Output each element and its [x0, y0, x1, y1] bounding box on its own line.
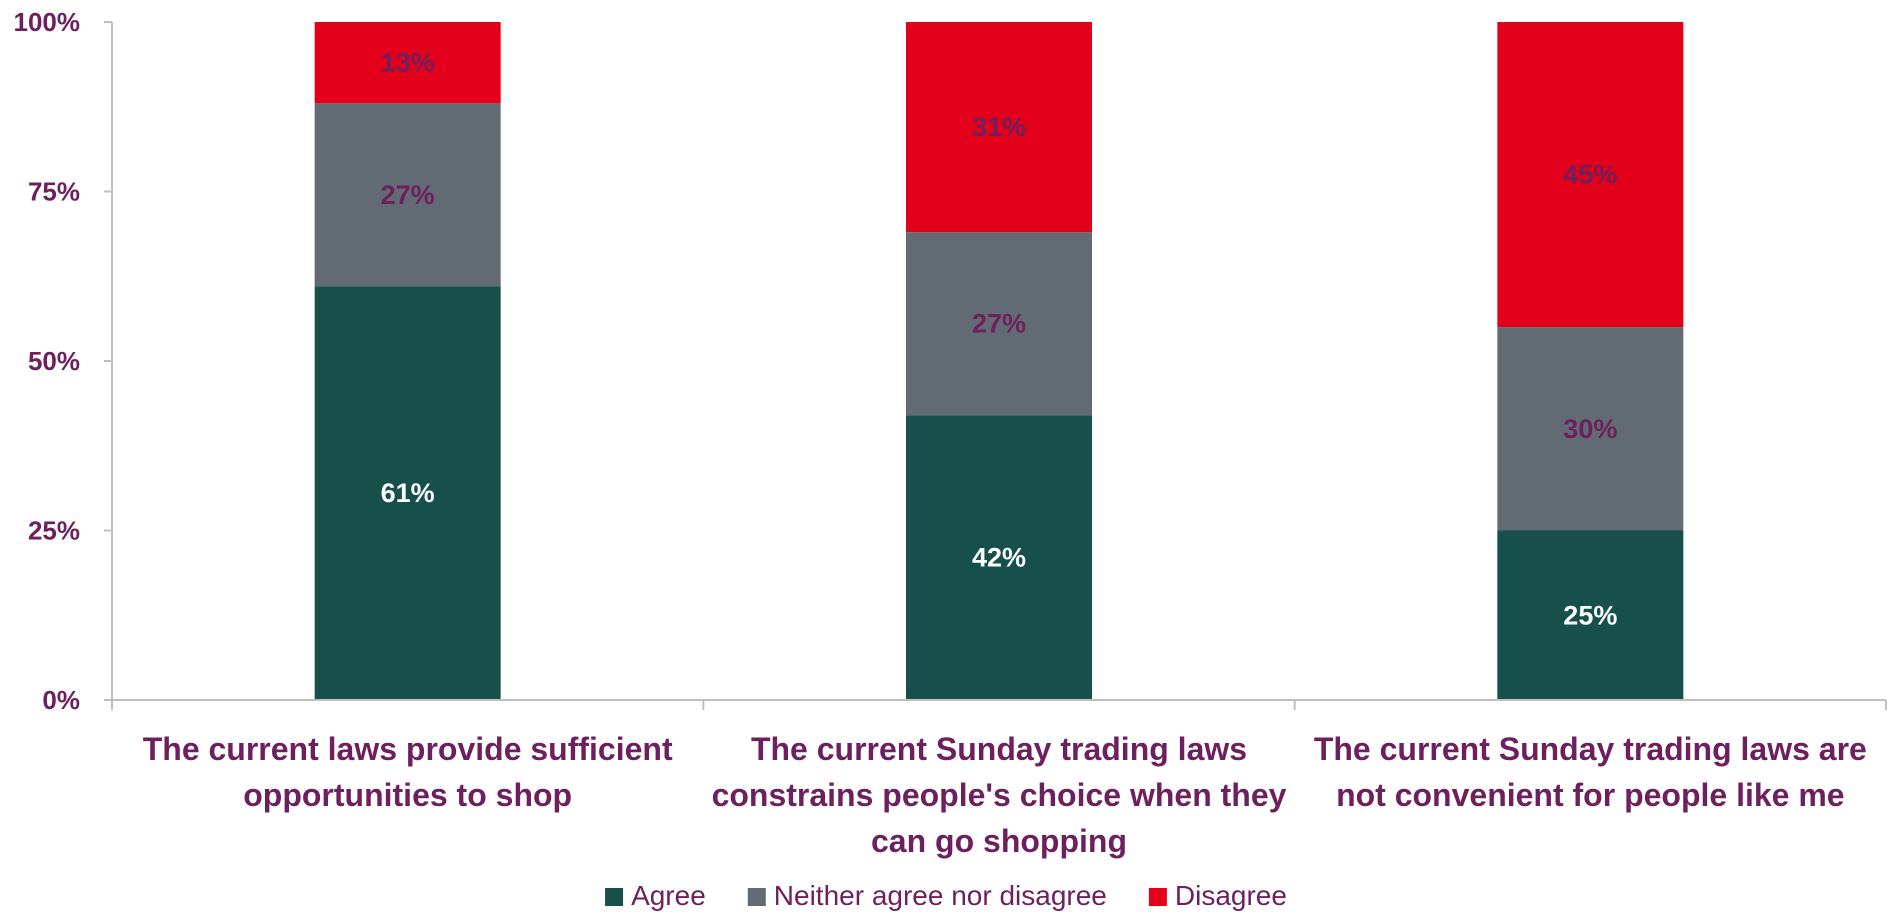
bar-disagree-3	[1497, 22, 1684, 328]
category-label: The current Sunday trading laws constrain…	[712, 731, 1287, 859]
legend-swatch	[605, 888, 624, 906]
data-label: 27%	[381, 180, 435, 210]
axes-layer: 0% 25% 50% 75% 100%	[14, 7, 1887, 715]
legend-label: Disagree	[1175, 880, 1287, 911]
legend-label: Neither agree nor disagree	[774, 880, 1107, 911]
y-tick-label: 50%	[28, 346, 80, 376]
bar-disagree-1	[314, 22, 501, 104]
legend-item-agree: Agree	[605, 880, 706, 911]
data-label: 31%	[972, 112, 1026, 142]
data-label: 42%	[972, 543, 1026, 573]
data-label: 30%	[1563, 414, 1617, 444]
bar-agree-1	[314, 286, 501, 700]
y-tick-label: 75%	[28, 177, 80, 207]
data-label: 25%	[1563, 600, 1617, 630]
y-tick-label: 25%	[28, 516, 80, 546]
category-label: The current Sunday trading laws are not c…	[1314, 731, 1867, 813]
data-label: 27%	[972, 309, 1026, 339]
category-label: The current laws provide sufficient oppor…	[143, 731, 673, 813]
legend-swatch	[1148, 888, 1167, 906]
data-label: 45%	[1563, 160, 1617, 190]
bar-disagree-2	[906, 22, 1092, 233]
legend: Agree Neither agree nor disagree Disagree	[605, 880, 1287, 911]
legend-item-neither-agree-nor-disagree: Neither agree nor disagree	[747, 880, 1107, 911]
bar-neither-agree-nor-disagree-1	[314, 103, 501, 287]
legend-item-disagree: Disagree	[1148, 880, 1287, 911]
bar-neither-agree-nor-disagree-3	[1497, 327, 1684, 531]
bar-agree-3	[1497, 530, 1684, 700]
data-label: 61%	[381, 478, 435, 508]
labels-layer: 61% 27% 13% 42% 27% 31% 25% 30% 45% The current l…	[143, 48, 1867, 859]
bar-neither-agree-nor-disagree-2	[906, 232, 1092, 416]
legend-label: Agree	[631, 880, 706, 911]
bars-layer	[314, 22, 1684, 700]
legend-swatch	[747, 888, 766, 906]
y-tick-label: 100%	[14, 7, 81, 37]
data-label: 13%	[381, 48, 435, 78]
bar-agree-2	[906, 415, 1092, 700]
y-tick-label: 0%	[42, 685, 80, 715]
